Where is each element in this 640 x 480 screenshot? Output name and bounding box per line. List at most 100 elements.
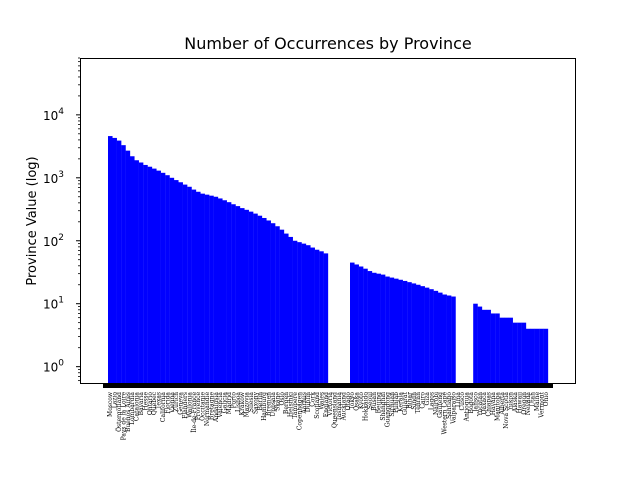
bar <box>539 328 544 383</box>
bar <box>402 280 408 383</box>
x-tick-label: Yucatán <box>477 392 484 417</box>
x-tick-label: Bergen <box>283 392 290 414</box>
x-tick-label: Yukon <box>508 392 515 412</box>
bar <box>490 313 496 383</box>
x-tick-label: Alaska <box>512 392 519 414</box>
bar <box>196 191 201 383</box>
bar <box>372 272 377 383</box>
bar <box>178 182 183 383</box>
x-tick-label: Guangdong <box>384 392 391 427</box>
bars-group <box>108 136 549 383</box>
bar <box>116 140 122 383</box>
bar <box>134 160 139 383</box>
bar <box>288 236 293 383</box>
bar <box>398 279 403 383</box>
x-tick-label: California <box>160 392 167 422</box>
bar <box>306 245 311 383</box>
bar <box>526 328 531 383</box>
x-tick-label: Gujarat <box>402 391 409 415</box>
bar <box>543 328 549 383</box>
bar <box>143 164 148 383</box>
x-tick-label: Saxony <box>252 391 259 414</box>
x-tick-label: Buenos Aires <box>125 392 132 432</box>
x-tick-label: Madrid <box>226 392 233 414</box>
bar <box>226 202 232 383</box>
x-tick-label: Wales <box>318 392 325 410</box>
bar <box>521 322 527 383</box>
bar <box>407 282 412 383</box>
x-tick-label: Punjab <box>393 392 400 413</box>
x-tick-label: Manitoba <box>494 392 501 421</box>
x-tick-label: Bavaria <box>138 392 145 416</box>
bar <box>301 243 307 383</box>
x-tick-label: Normandie <box>204 392 211 427</box>
x-tick-label: Zürich <box>173 392 180 412</box>
x-tick-label: Sichuan <box>389 392 396 417</box>
bar <box>385 276 390 383</box>
bar <box>147 166 153 383</box>
bar <box>354 264 359 383</box>
x-tick-label: Auckland <box>340 392 347 422</box>
x-tick-label: Busan <box>371 392 378 411</box>
bar <box>504 317 509 383</box>
x-tick-label: Hesse <box>142 392 149 411</box>
bar <box>253 213 258 383</box>
bar <box>121 145 126 383</box>
x-tick-label: Ontario <box>147 392 154 416</box>
bar <box>451 296 456 383</box>
x-tick-label: Victoria <box>327 392 334 417</box>
x-tick-label: Quebec <box>151 391 158 415</box>
x-tick-label: Galicia <box>222 392 229 413</box>
x-tick-label: Valencia <box>217 392 224 419</box>
x-tick-label: Wallonia <box>186 392 193 418</box>
bar <box>482 309 487 383</box>
x-tick-label: Île-de-France <box>191 392 198 433</box>
x-tick-label: Western Cape <box>442 392 449 435</box>
bar <box>108 136 113 383</box>
bar <box>165 175 170 383</box>
x-tick-label: Kyoto <box>358 392 365 410</box>
bar <box>284 233 289 383</box>
y-axis-label: Province Value (log) <box>25 156 40 285</box>
x-tick-label: Seoul <box>367 392 374 409</box>
bar <box>292 240 298 383</box>
x-tick-label: Sindh <box>411 392 418 410</box>
x-tick-label: Nairobi <box>433 392 440 415</box>
x-tick-label: Alberta <box>499 392 506 416</box>
x-tick-label: Catalonia <box>134 392 141 421</box>
x-tick-label: Florida <box>164 392 171 414</box>
x-tick-label: Nova Scotia <box>503 392 510 429</box>
bar <box>209 195 214 383</box>
x-tick-label: Jalisco <box>472 392 479 413</box>
bar <box>438 292 443 383</box>
x-tick-label: Moscow <box>107 391 114 417</box>
x-tick-label: Bogotá <box>468 392 475 414</box>
bar <box>187 186 192 383</box>
x-tick-label: England <box>323 392 330 417</box>
x-tick-label: Nevada <box>525 392 532 416</box>
x-tick-label: Andalusia <box>213 392 220 423</box>
x-tick-label: Antioquia <box>464 392 471 423</box>
x-tick-label: Havana <box>490 392 497 416</box>
x-tick-label: Queensland <box>332 392 339 428</box>
bar <box>200 193 205 383</box>
bar <box>429 289 434 383</box>
bar <box>191 189 197 383</box>
bar <box>275 226 280 383</box>
x-tick-label: Cairo <box>420 392 427 409</box>
bar <box>495 313 500 383</box>
bar <box>257 215 263 383</box>
x-tick-label: Bremen <box>266 392 273 416</box>
chart-title: Number of Occurrences by Province <box>184 34 472 53</box>
bar <box>182 184 188 383</box>
x-tick-label: Flanders <box>182 392 189 419</box>
x-tick-label: Kerala <box>398 392 405 412</box>
x-tick-label: Vienna <box>169 392 176 414</box>
bar <box>244 209 249 383</box>
x-tick-label: Skåne <box>274 392 281 411</box>
bar <box>310 247 315 383</box>
x-tick-label: Provence <box>195 392 202 421</box>
bar <box>174 180 179 383</box>
x-tick-label: Chiapas <box>486 392 493 416</box>
bar <box>248 211 254 383</box>
